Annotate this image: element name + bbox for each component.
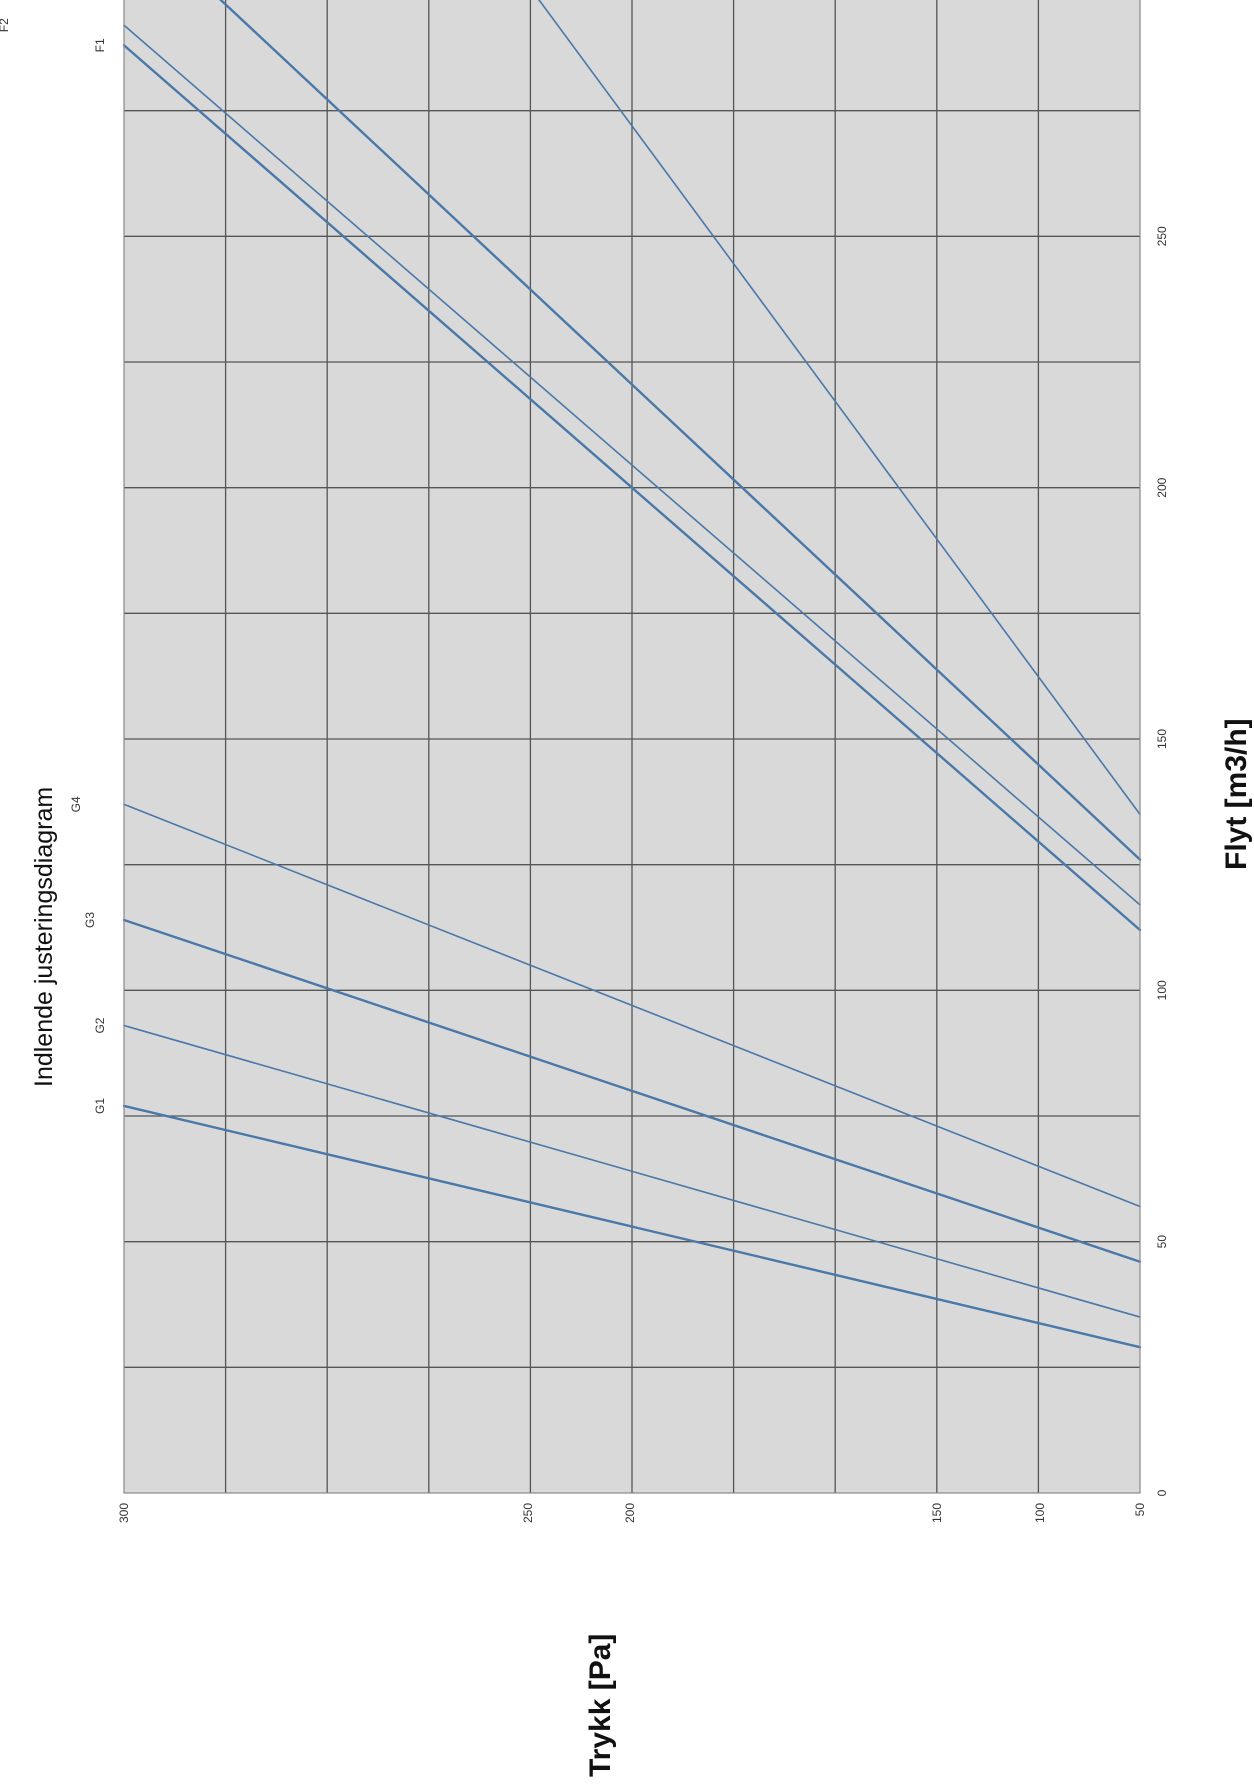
series-line-f4 (527, 0, 1141, 816)
y-tick-label: 200 (623, 1503, 637, 1523)
x-tick-label: 50 (1155, 1235, 1169, 1249)
curve-label-f1: F1 (93, 38, 107, 52)
y-tick-labels: 50 100 150 200 250 300 (117, 1503, 1147, 1523)
chart-title: Indlende justeringsdiagram (30, 787, 58, 1087)
series-line-g2 (123, 1024, 1141, 1318)
x-tick-label: 100 (1155, 980, 1169, 1000)
y-tick-label: 300 (117, 1503, 131, 1523)
curve-label-g4: G4 (69, 796, 83, 812)
grid (124, 0, 1140, 1493)
curve-label-g2: G2 (93, 1017, 107, 1033)
y-tick-label: 250 (521, 1503, 535, 1523)
y-axis-label: Trykk [Pa] (584, 1634, 617, 1777)
curve-label-g3: G3 (83, 912, 97, 928)
curve-labels: G1G2G3G4F1F2F3F4 (0, 18, 107, 1114)
plot-border (123, 0, 1141, 1494)
y-tick-label: 100 (1033, 1503, 1047, 1523)
series-line-g3 (122, 918, 1142, 1263)
y-tick-label: 50 (1133, 1503, 1147, 1517)
y-tick-label: 150 (930, 1503, 944, 1523)
series-line-g4 (123, 803, 1141, 1208)
x-tick-label: 200 (1155, 477, 1169, 497)
series-line-f2 (123, 24, 1141, 906)
curve-label-g1: G1 (93, 1098, 107, 1114)
x-axis-label: Flyt [m3/h] (1220, 718, 1253, 870)
x-tick-label: 0 (1155, 1489, 1169, 1496)
series-line-g1 (122, 1104, 1142, 1349)
x-tick-label: 150 (1155, 729, 1169, 749)
x-tick-label: 250 (1155, 226, 1169, 246)
curve-label-f2: F2 (0, 18, 11, 32)
series-line-f3 (203, 0, 1142, 861)
series-lines (122, 0, 1142, 1349)
series-line-f1 (122, 44, 1142, 932)
